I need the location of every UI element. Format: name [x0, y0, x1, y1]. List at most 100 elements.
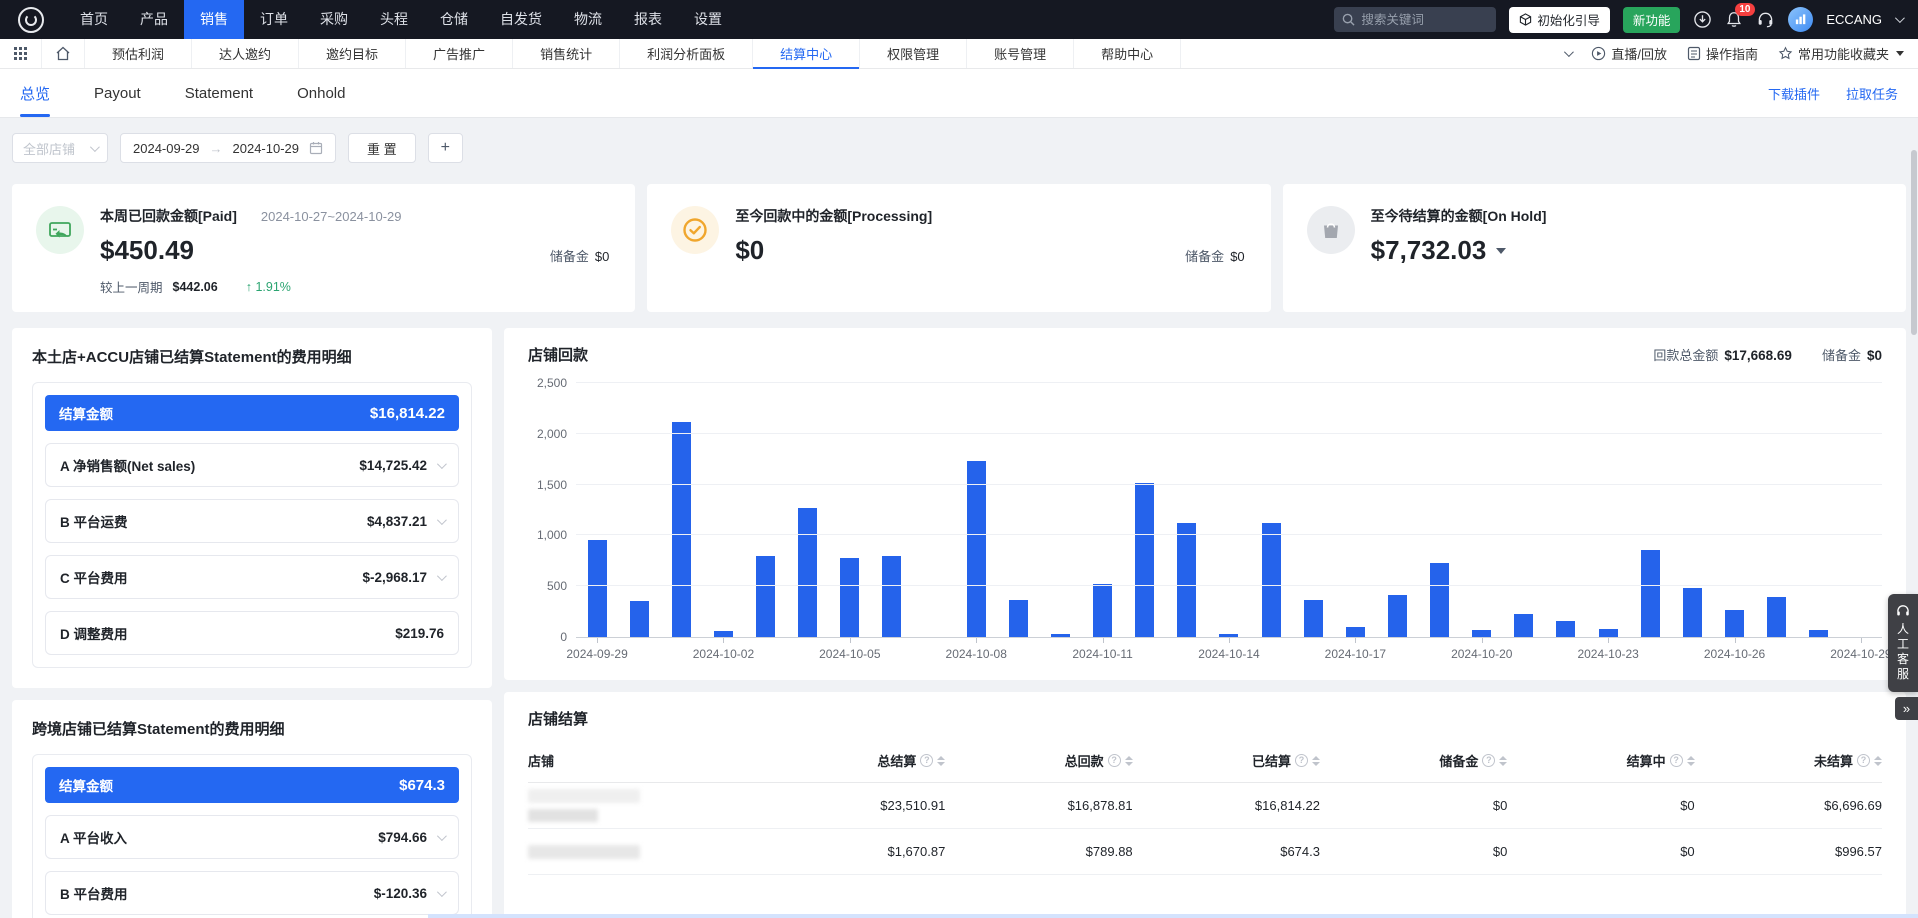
page-tab[interactable]: Onhold [297, 84, 346, 102]
sort-icon[interactable] [937, 755, 946, 766]
apps-grid-button[interactable] [0, 39, 42, 68]
fee-item[interactable]: D 调整费用 $219.76 [45, 611, 459, 655]
collapse-panel-button[interactable]: » [1895, 697, 1918, 720]
settlement-column-header[interactable]: 储备金? [1320, 751, 1508, 770]
subnav-item[interactable]: 结算中心 [753, 39, 861, 69]
pull-task-link[interactable]: 拉取任务 [1845, 86, 1898, 102]
topnav-item[interactable]: 产品 [140, 11, 168, 27]
reset-button[interactable]: 重 置 [348, 133, 416, 163]
help-icon[interactable]: ? [1107, 754, 1121, 767]
download-center-button[interactable] [1693, 10, 1712, 29]
page-tabstrip: 总览 Payout Statement Onhold 下载插件 拉取任务 [0, 69, 1918, 118]
topnav-item[interactable]: 设置 [694, 11, 722, 27]
help-icon[interactable]: ? [1856, 754, 1870, 767]
vertical-scrollbar[interactable] [1911, 150, 1917, 335]
column-header-label: 储备金 [1439, 754, 1479, 769]
processing-card: 至今回款中的金额[Processing] $0 储备金 $0 [647, 184, 1271, 312]
app-logo-icon[interactable] [18, 6, 44, 33]
favorites-link[interactable]: 常用功能收藏夹 [1778, 44, 1904, 63]
home-button[interactable] [42, 39, 85, 68]
bar-slot [787, 383, 829, 637]
bar-slot [1124, 383, 1166, 637]
subnav-item[interactable]: 帮助中心 [1074, 39, 1182, 68]
subnav-item[interactable]: 销售统计 [513, 39, 621, 68]
expand-chevron-down-icon[interactable] [436, 514, 447, 525]
download-plugin-link[interactable]: 下载插件 [1767, 86, 1820, 102]
search-input[interactable] [1334, 7, 1497, 32]
chart-bars [576, 383, 1882, 637]
card-return-icon [49, 222, 71, 238]
fee-item[interactable]: A 净销售额(Net sales) $14,725.42 [45, 443, 459, 487]
expand-chevron-down-icon[interactable] [436, 830, 447, 841]
topnav-item[interactable]: 销售 [184, 0, 244, 39]
expand-chevron-down-icon[interactable] [436, 458, 447, 469]
settlement-column-header[interactable]: 总结算? [758, 751, 946, 770]
topnav-item[interactable]: 物流 [574, 11, 602, 27]
sort-icon[interactable] [1124, 755, 1133, 766]
fee-item[interactable]: B 平台运费 $4,837.21 [45, 499, 459, 543]
settlement-column-header[interactable]: 店铺 [528, 751, 758, 770]
x-axis-tick-label: 2024-10-11 [1072, 647, 1133, 661]
add-filter-button[interactable]: + [427, 133, 463, 163]
expand-chevron-down-icon[interactable] [436, 886, 447, 897]
page-tab[interactable]: Statement [184, 84, 254, 102]
bar [1682, 587, 1702, 637]
help-icon[interactable]: ? [920, 754, 934, 767]
subnav-item[interactable]: 预估利润 [85, 39, 193, 68]
x-axis-tick-label: 2024-10-29 [1830, 647, 1892, 661]
support-button[interactable] [1756, 10, 1775, 29]
shop-select[interactable]: 全部店铺 [12, 133, 108, 163]
user-avatar[interactable] [1788, 7, 1814, 32]
subnav-collapse-chevron-icon[interactable] [1564, 47, 1575, 58]
account-name[interactable]: ECCANG [1826, 12, 1882, 27]
sort-icon[interactable] [1686, 755, 1695, 766]
init-guide-button[interactable]: 初始化引导 [1509, 6, 1610, 33]
topnav-item[interactable]: 首页 [80, 11, 108, 27]
subnav-item[interactable]: 利润分析面板 [620, 39, 754, 68]
notifications-button[interactable]: 10 [1725, 3, 1755, 29]
help-icon[interactable]: ? [1669, 754, 1683, 767]
settlement-column-header[interactable]: 已结算? [1133, 751, 1320, 770]
subnav-item[interactable]: 权限管理 [860, 39, 968, 68]
settlement-column-header[interactable]: 未结算? [1695, 751, 1882, 770]
topnav-item[interactable]: 采购 [320, 11, 348, 27]
column-header-label: 总结算 [877, 754, 917, 769]
topnav-item[interactable]: 头程 [380, 11, 408, 27]
settlement-column-header[interactable]: 总回款? [945, 751, 1133, 770]
page-tab[interactable]: 总览 [20, 69, 51, 117]
subnav-item[interactable]: 广告推广 [406, 39, 514, 68]
help-icon[interactable]: ? [1482, 754, 1496, 767]
bar-slot [1671, 383, 1713, 637]
topnav-item[interactable]: 报表 [634, 11, 662, 27]
bar-slot [1756, 383, 1798, 637]
topnav-item[interactable]: 仓储 [440, 11, 468, 27]
subnav-item[interactable]: 邀约目标 [299, 39, 407, 68]
onhold-card-title: 至今待结算的金额[On Hold] [1370, 208, 1547, 224]
subnav-item[interactable]: 达人邀约 [192, 39, 300, 68]
sort-icon[interactable] [1873, 755, 1882, 766]
expand-chevron-down-icon[interactable] [436, 570, 447, 581]
account-chevron-down-icon[interactable] [1894, 13, 1905, 24]
fee-item[interactable]: C 平台费用 $-2,968.17 [45, 555, 459, 599]
topnav-item[interactable]: 自发货 [500, 11, 542, 27]
topnav-item[interactable]: 订单 [260, 11, 288, 27]
gridline [576, 483, 1882, 485]
operation-guide-link[interactable]: 操作指南 [1687, 44, 1758, 63]
horizontal-scrollbar[interactable] [428, 914, 1918, 918]
onhold-caret-icon[interactable] [1496, 247, 1507, 254]
sort-icon[interactable] [1311, 755, 1320, 766]
gridline [576, 432, 1882, 434]
subnav-item[interactable]: 账号管理 [967, 39, 1075, 68]
new-feature-button[interactable]: 新功能 [1622, 6, 1681, 33]
date-range-picker[interactable]: 2024-09-29 → 2024-10-29 [120, 133, 336, 163]
fee-item[interactable]: B 平台费用 $-120.36 [45, 871, 459, 915]
right-column: 店铺回款 回款总金额 $17,668.69 储备金 $0 0 500 1,000 1,50… [504, 328, 1906, 918]
customer-service-tab[interactable]: 人工客服 [1888, 594, 1918, 692]
sort-icon[interactable] [1499, 755, 1508, 766]
fee-item[interactable]: A 平台收入 $794.66 [45, 815, 459, 859]
settlement-column-header[interactable]: 结算中? [1507, 751, 1695, 770]
settlement-value: $0 [1680, 798, 1695, 813]
help-icon[interactable]: ? [1294, 754, 1308, 767]
page-tab[interactable]: Payout [94, 84, 141, 102]
live-replay-link[interactable]: 直播/回放 [1591, 44, 1667, 63]
